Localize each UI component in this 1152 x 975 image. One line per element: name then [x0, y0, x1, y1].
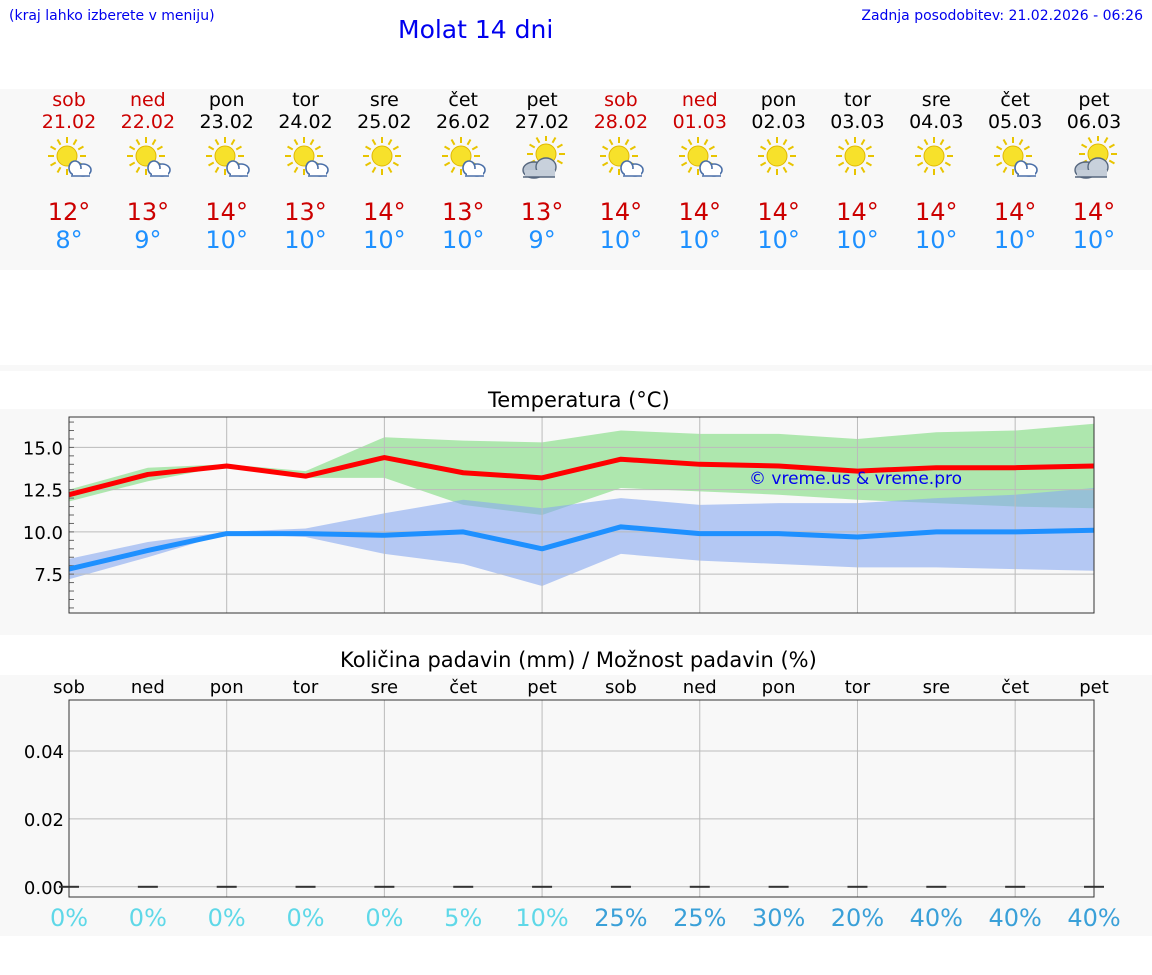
precip-probability-label: 25% [660, 904, 740, 932]
sun-icon [912, 136, 960, 186]
day-min-temp: 10° [344, 226, 424, 254]
day-date: 22.02 [108, 111, 188, 133]
day-date: 25.02 [344, 111, 424, 133]
day-min-temp: 8° [29, 226, 109, 254]
day-name: ned [660, 89, 740, 111]
day-name: ned [108, 89, 188, 111]
day-name: pon [187, 89, 267, 111]
day-name: tor [266, 89, 346, 111]
day-max-temp: 12° [29, 198, 109, 226]
precip-probability-label: 0% [266, 904, 346, 932]
day-date: 01.03 [660, 111, 740, 133]
day-min-temp: 10° [896, 226, 976, 254]
day-name: pet [502, 89, 582, 111]
precip-chart-title: Količina padavin (mm) / Možnost padavin … [340, 648, 817, 672]
day-max-temp: 14° [896, 198, 976, 226]
day-min-temp: 10° [266, 226, 346, 254]
day-date: 23.02 [187, 111, 267, 133]
precip-probability-label: 40% [896, 904, 976, 932]
day-date: 27.02 [502, 111, 582, 133]
day-name: pet [1054, 89, 1134, 111]
precip-probability-label: 0% [29, 904, 109, 932]
location-hint[interactable]: (kraj lahko izberete v meniju) [9, 8, 215, 24]
day-max-temp: 13° [266, 198, 346, 226]
precip-probability-label: 0% [344, 904, 424, 932]
page-title: Molat 14 dni [398, 15, 553, 44]
precip-probability-label: 30% [739, 904, 819, 932]
sun-cloud-icon [203, 136, 251, 186]
day-date: 02.03 [739, 111, 819, 133]
precip-probability-label: 0% [108, 904, 188, 932]
separator-band [0, 365, 1152, 371]
day-max-temp: 14° [817, 198, 897, 226]
day-date: 28.02 [581, 111, 661, 133]
day-date: 24.02 [266, 111, 346, 133]
temperature-chart-title: Temperatura (°C) [488, 388, 670, 412]
last-updated: Zadnja posodobitev: 21.02.2026 - 06:26 [861, 8, 1143, 24]
day-name: sre [896, 89, 976, 111]
day-min-temp: 10° [423, 226, 503, 254]
day-name: pon [739, 89, 819, 111]
sun-cloud-icon [597, 136, 645, 186]
day-max-temp: 14° [581, 198, 661, 226]
day-max-temp: 14° [1054, 198, 1134, 226]
sun-icon [755, 136, 803, 186]
precip-probability-label: 20% [817, 904, 897, 932]
sun-cloud-icon [991, 136, 1039, 186]
day-max-temp: 14° [739, 198, 819, 226]
day-date: 05.03 [975, 111, 1055, 133]
day-max-temp: 13° [423, 198, 503, 226]
day-name: čet [975, 89, 1055, 111]
day-max-temp: 13° [108, 198, 188, 226]
day-date: 04.03 [896, 111, 976, 133]
day-max-temp: 14° [187, 198, 267, 226]
day-name: sob [581, 89, 661, 111]
precip-probability-label: 10% [502, 904, 582, 932]
day-name: sob [29, 89, 109, 111]
day-min-temp: 10° [660, 226, 740, 254]
precip-probability-label: 25% [581, 904, 661, 932]
day-name: tor [817, 89, 897, 111]
day-min-temp: 9° [502, 226, 582, 254]
day-date: 26.02 [423, 111, 503, 133]
day-max-temp: 14° [344, 198, 424, 226]
sun-icon [833, 136, 881, 186]
cloud-sun-icon [1070, 136, 1118, 186]
temperature-band [0, 409, 1152, 635]
day-max-temp: 14° [660, 198, 740, 226]
day-name: čet [423, 89, 503, 111]
day-min-temp: 10° [581, 226, 661, 254]
sun-cloud-icon [124, 136, 172, 186]
sun-icon [360, 136, 408, 186]
day-name: sre [344, 89, 424, 111]
day-min-temp: 10° [1054, 226, 1134, 254]
day-date: 06.03 [1054, 111, 1134, 133]
sun-cloud-icon [45, 136, 93, 186]
day-date: 21.02 [29, 111, 109, 133]
day-min-temp: 9° [108, 226, 188, 254]
day-min-temp: 10° [187, 226, 267, 254]
precip-probability-label: 40% [975, 904, 1055, 932]
precip-probability-label: 40% [1054, 904, 1134, 932]
sun-cloud-icon [676, 136, 724, 186]
day-min-temp: 10° [975, 226, 1055, 254]
cloud-sun-icon [518, 136, 566, 186]
day-max-temp: 14° [975, 198, 1055, 226]
precip-probability-label: 0% [187, 904, 267, 932]
precip-probability-label: 5% [423, 904, 503, 932]
sun-cloud-icon [439, 136, 487, 186]
day-min-temp: 10° [739, 226, 819, 254]
precip-band [0, 675, 1152, 936]
day-min-temp: 10° [817, 226, 897, 254]
day-date: 03.03 [817, 111, 897, 133]
day-max-temp: 13° [502, 198, 582, 226]
sun-cloud-icon [282, 136, 330, 186]
